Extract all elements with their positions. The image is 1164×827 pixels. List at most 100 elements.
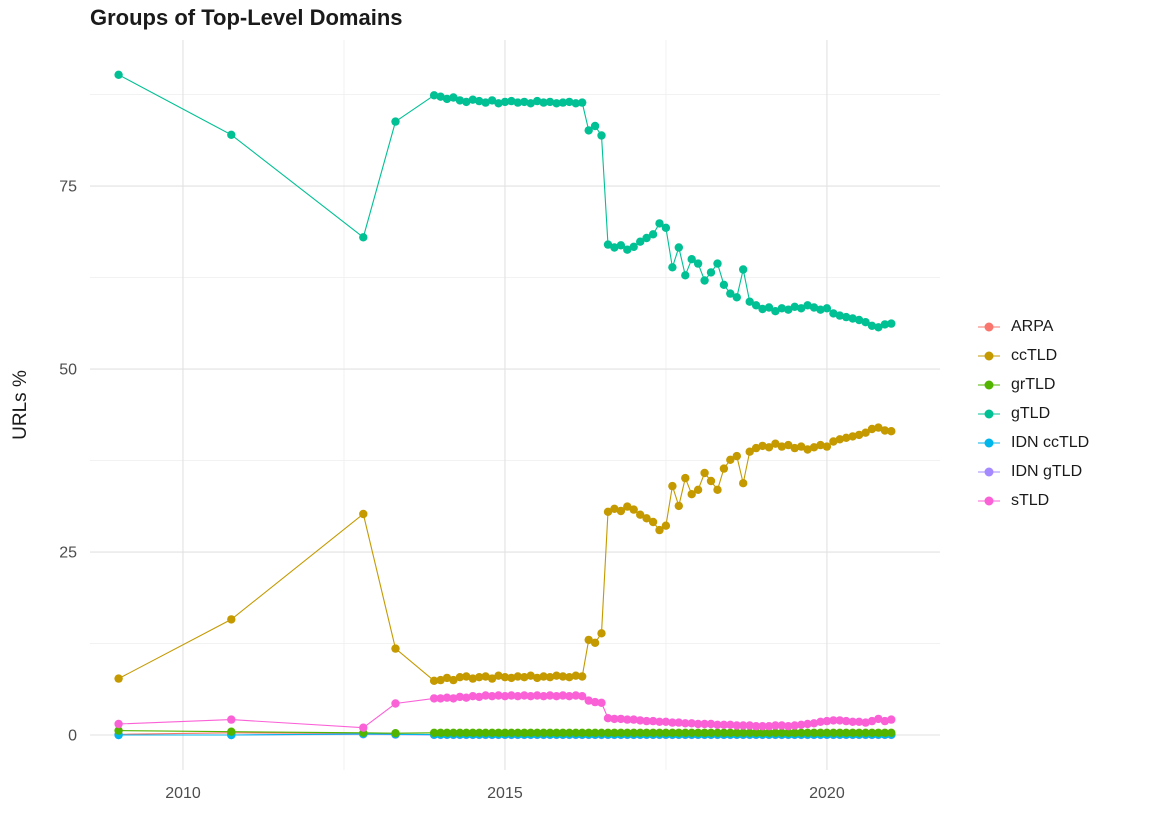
data-point (558, 691, 568, 700)
data-point (829, 309, 838, 318)
data-point (880, 728, 890, 737)
data-point (784, 728, 793, 737)
data-point (636, 237, 645, 246)
data-point (797, 728, 806, 737)
data-point (713, 720, 722, 729)
data-point (623, 728, 632, 737)
data-point (487, 96, 497, 105)
legend-label: gTLD (1011, 404, 1051, 422)
data-point (758, 304, 767, 314)
y-axis-tick-label: 50 (59, 362, 77, 379)
data-point (468, 674, 477, 683)
data-point (751, 722, 761, 731)
data-point (468, 95, 477, 104)
data-point (481, 728, 490, 737)
data-point (732, 451, 741, 461)
data-point (603, 507, 613, 516)
data-point (642, 233, 651, 243)
data-point (887, 728, 896, 737)
data-point (391, 729, 400, 738)
data-point (732, 728, 741, 737)
data-point (455, 673, 465, 682)
data-point (674, 718, 683, 727)
data-point (861, 428, 870, 437)
data-point (114, 674, 123, 683)
data-point (449, 694, 458, 703)
data-point (227, 615, 236, 624)
data-point (706, 268, 716, 277)
data-point (507, 96, 516, 106)
data-point (487, 728, 497, 737)
legend-key-icon (978, 380, 1000, 389)
gridlines-major (90, 40, 940, 770)
data-point (842, 433, 851, 442)
data-point (874, 323, 883, 332)
data-point (764, 303, 774, 312)
data-point (590, 638, 600, 647)
y-axis-tick-label: 0 (68, 728, 77, 745)
data-point (520, 673, 529, 682)
data-point (713, 485, 722, 494)
data-point (809, 443, 819, 452)
data-point (668, 728, 677, 737)
data-point (533, 673, 542, 683)
data-point (455, 692, 465, 702)
data-point (571, 728, 580, 737)
data-point (227, 130, 236, 139)
data-point (545, 97, 555, 107)
data-point (616, 506, 626, 516)
data-point (429, 728, 439, 737)
data-point (442, 673, 452, 683)
chart-title: Groups of Top-Level Domains (90, 5, 403, 30)
y-axis-tick-label: 75 (59, 179, 77, 196)
data-point (842, 716, 851, 726)
data-point (590, 121, 600, 131)
legend-label: IDN gTLD (1011, 462, 1083, 480)
legend-item-gtld: gTLD (976, 405, 1089, 423)
data-point (629, 505, 638, 514)
data-point (114, 719, 123, 729)
data-point (500, 673, 510, 682)
data-point (835, 716, 844, 725)
data-point (494, 99, 503, 108)
data-point (880, 320, 890, 329)
data-point (597, 728, 606, 737)
data-point (655, 525, 664, 535)
data-point (674, 243, 683, 252)
data-point (462, 693, 471, 702)
data-point (867, 424, 877, 434)
data-point (681, 719, 690, 728)
data-point (668, 718, 677, 727)
data-point (468, 728, 477, 737)
data-point (784, 722, 793, 731)
data-point (726, 720, 735, 729)
x-axis-tick-label: 2010 (165, 785, 201, 802)
data-point (558, 672, 568, 681)
data-point (764, 722, 774, 731)
data-point (822, 304, 832, 313)
legend-label: grTLD (1011, 375, 1056, 393)
data-point (668, 481, 677, 491)
data-point (507, 728, 516, 737)
data-point (539, 692, 548, 701)
data-point (500, 728, 510, 737)
data-point (655, 728, 664, 737)
data-point (616, 728, 626, 737)
data-point (507, 673, 516, 683)
data-point (552, 99, 561, 108)
data-point (565, 97, 574, 107)
data-point (777, 304, 786, 313)
data-point (475, 728, 484, 737)
data-point (391, 699, 400, 708)
data-point (610, 714, 619, 724)
data-point (861, 318, 870, 327)
data-point (578, 98, 587, 107)
data-point (539, 672, 548, 681)
data-point (700, 728, 709, 737)
data-point (520, 691, 529, 700)
y-axis-label: URLs % (10, 370, 31, 440)
data-point (848, 432, 857, 441)
data-point (719, 720, 729, 729)
data-point (751, 728, 761, 737)
data-point (816, 728, 825, 737)
